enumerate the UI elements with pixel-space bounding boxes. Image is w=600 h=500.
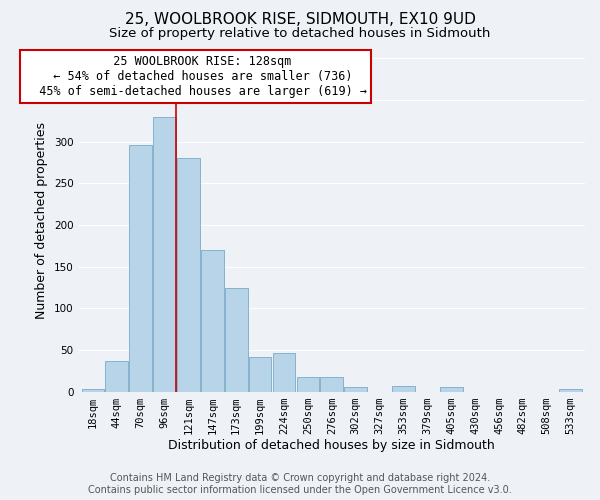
Bar [129,145,152,392]
Text: 25, WOOLBROOK RISE, SIDMOUTH, EX10 9UD: 25, WOOLBROOK RISE, SIDMOUTH, EX10 9UD [125,12,475,28]
Y-axis label: Number of detached properties: Number of detached properties [35,122,49,320]
Bar [296,378,319,392]
Bar [201,250,224,392]
Text: Size of property relative to detached houses in Sidmouth: Size of property relative to detached ho… [109,28,491,40]
Bar [559,389,582,392]
Bar [225,288,248,392]
Bar [106,361,128,392]
Bar [272,354,295,392]
Bar [320,378,343,392]
Bar [82,389,104,392]
Bar [177,158,200,392]
Bar [249,356,271,392]
Text: Contains HM Land Registry data © Crown copyright and database right 2024.
Contai: Contains HM Land Registry data © Crown c… [88,474,512,495]
X-axis label: Distribution of detached houses by size in Sidmouth: Distribution of detached houses by size … [169,440,495,452]
Bar [392,386,415,392]
Bar [344,388,367,392]
Bar [440,386,463,392]
Text: 25 WOOLBROOK RISE: 128sqm
  ← 54% of detached houses are smaller (736)
  45% of : 25 WOOLBROOK RISE: 128sqm ← 54% of detac… [25,55,367,98]
Bar [153,116,176,392]
